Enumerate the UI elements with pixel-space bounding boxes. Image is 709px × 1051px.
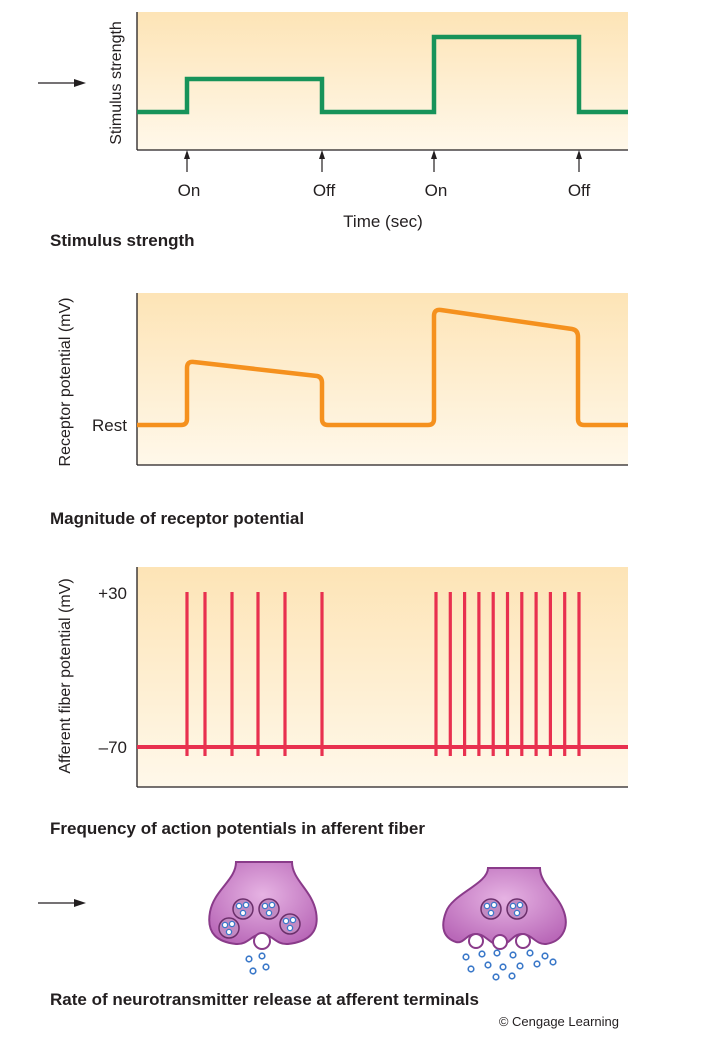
plus-30-tick-label: +30 (98, 584, 127, 603)
receptor-y-axis-label: Receptor potential (mV) (57, 298, 74, 467)
stimulus-y-axis-label: Stimulus strength (108, 21, 125, 145)
event-arrow-off-2 (576, 150, 582, 172)
event-label-on-2: On (425, 181, 448, 200)
rest-tick-label: Rest (92, 416, 127, 435)
afferent-panel: Afferent fiber potential (mV) +30 –70 Fr… (50, 567, 628, 838)
axon-terminal-weak (208, 861, 318, 975)
minus-70-tick-label: –70 (99, 738, 127, 757)
stimulus-pointer-arrow (38, 79, 86, 87)
stimulus-trace (137, 34, 628, 115)
afferent-plot-background (137, 567, 628, 787)
stimulus-caption: Stimulus strength (50, 231, 195, 250)
event-label-off-1: Off (313, 181, 336, 200)
event-arrow-on-1 (184, 150, 190, 172)
terminals-panel: Rate of neurotransmitter release at affe… (38, 861, 567, 1009)
event-arrow-on-2 (431, 150, 437, 172)
axon-terminal-strong (442, 867, 567, 981)
terminals-pointer-arrow (38, 899, 86, 907)
afferent-y-axis-label: Afferent fiber potential (mV) (57, 578, 74, 773)
event-label-on-1: On (178, 181, 201, 200)
copyright-credit: © Cengage Learning (499, 1014, 619, 1029)
action-potential-spikes (185, 592, 581, 756)
vesicle-cluster (218, 898, 301, 939)
afferent-caption: Frequency of action potentials in affere… (50, 819, 425, 838)
released-neurotransmitter (245, 952, 270, 975)
event-label-off-2: Off (568, 181, 591, 200)
receptor-caption: Magnitude of receptor potential (50, 509, 304, 528)
vesicle-cluster (480, 898, 528, 920)
receptor-panel: Receptor potential (mV) Rest Magnitude o… (50, 293, 628, 528)
stimulus-x-axis-label: Time (sec) (343, 212, 423, 231)
stimulus-panel: Stimulus strength On Off On Off Time (se… (38, 12, 628, 250)
receptor-plot-background (137, 293, 628, 465)
terminals-caption: Rate of neurotransmitter release at affe… (50, 990, 479, 1009)
released-neurotransmitter (462, 949, 557, 981)
receptor-potential-trace (137, 307, 628, 428)
event-arrow-off-1 (319, 150, 325, 172)
